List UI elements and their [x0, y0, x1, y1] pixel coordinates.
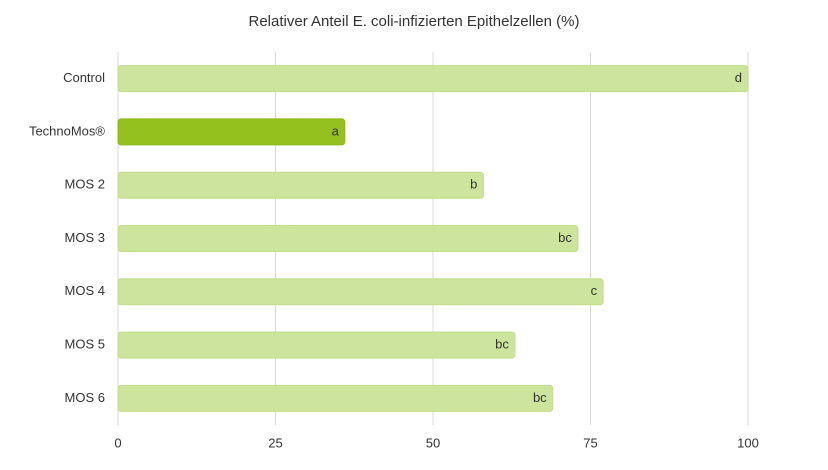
bar [117, 331, 516, 359]
bar [117, 225, 579, 252]
x-tick-label: 75 [583, 435, 597, 450]
bar [117, 118, 346, 146]
bar [117, 171, 484, 199]
bar-letter: bc [495, 337, 509, 352]
y-tick-label: MOS 3 [65, 230, 105, 245]
x-tick-label: 100 [737, 435, 759, 450]
bar [117, 384, 554, 412]
bar [117, 278, 604, 306]
bar [117, 65, 749, 93]
y-tick-label: MOS 4 [65, 283, 105, 298]
y-tick-label: MOS 2 [65, 177, 105, 192]
y-tick-label: MOS 6 [65, 390, 105, 405]
x-tick-label: 0 [114, 435, 121, 450]
bar-letter: c [591, 283, 598, 298]
bar-letter: bc [558, 230, 572, 245]
bar-letter: b [470, 177, 477, 192]
x-tick-label: 50 [426, 435, 440, 450]
x-tick-label: 25 [268, 435, 282, 450]
y-tick-label: MOS 5 [65, 337, 105, 352]
bar-letter: bc [533, 390, 547, 405]
y-tick-label: TechnoMos® [29, 123, 105, 138]
bar-letter: d [735, 70, 742, 85]
bar-letter: a [332, 123, 340, 138]
y-tick-label: Control [63, 70, 105, 85]
chart-title: Relativer Anteil E. coli-infizierten Epi… [249, 13, 580, 30]
